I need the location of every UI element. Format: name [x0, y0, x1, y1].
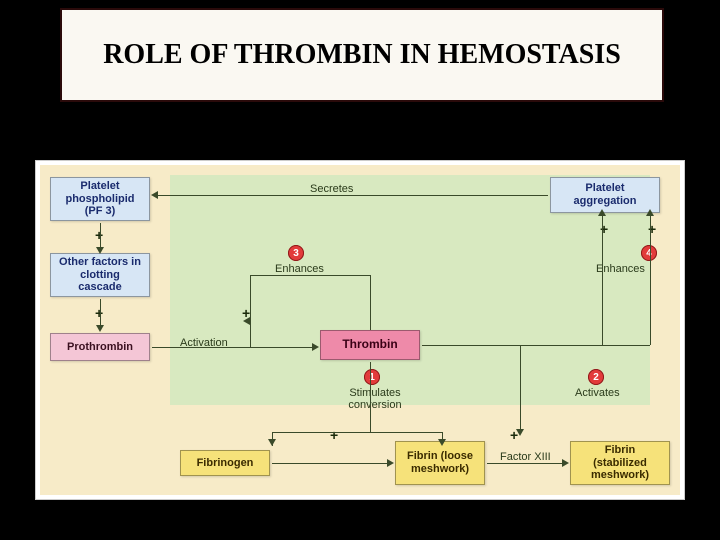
label-stimulates: Stimulates conversion — [340, 387, 410, 411]
badge-2: 2 — [588, 369, 604, 385]
arr-stim-v — [370, 362, 371, 432]
node-fibrinogen: Fibrinogen — [180, 450, 270, 476]
arr-stim-hR-v — [442, 432, 443, 442]
arr-fibrinogen-h — [387, 459, 394, 467]
arr-enh3-to-thrombin — [320, 275, 370, 276]
node-fibrin-loose: Fibrin (loose meshwork) — [395, 441, 485, 485]
label-secretes: Secretes — [310, 183, 353, 195]
arr-enh3-to-thrombin-v — [370, 275, 371, 330]
node-fibrin-stable: Fibrin (stabilized meshwork) — [570, 441, 670, 485]
arr-enh4-head — [598, 209, 606, 216]
label-enhances-4: Enhances — [596, 263, 645, 275]
arr-act2-head — [516, 429, 524, 436]
arr-factor13 — [487, 463, 562, 464]
arr-cascade-1h — [96, 247, 104, 254]
arr-factor13-h — [562, 459, 569, 467]
page-title: ROLE OF THROMBIN IN HEMOSTASIS — [60, 8, 664, 102]
arr-enh4-head2 — [646, 209, 654, 216]
arr-stim-hL-v — [272, 432, 273, 446]
arr-activation-h — [312, 343, 319, 351]
badge-4: 4 — [641, 245, 657, 261]
title-text: ROLE OF THROMBIN IN HEMOSTASIS — [103, 39, 621, 71]
arr-act2-v — [520, 345, 521, 433]
node-thrombin: Thrombin — [320, 330, 420, 360]
arr-stim-h — [272, 432, 442, 433]
node-pf3: Platelet phospholipid (PF 3) — [50, 177, 150, 221]
arr-enh3-h — [250, 275, 320, 276]
arr-enh4-v — [602, 215, 603, 345]
arr-activation — [152, 347, 312, 348]
thrombin-diagram: Platelet phospholipid (PF 3) Other facto… — [40, 165, 680, 495]
label-factor-xiii: Factor XIII — [500, 451, 551, 463]
badge-1: 1 — [364, 369, 380, 385]
arr-fibrinogen — [272, 463, 387, 464]
node-prothrombin: Prothrombin — [50, 333, 150, 361]
arr-secretes-head — [151, 191, 158, 199]
arr-act2-h — [422, 345, 520, 346]
arr-enh3-v — [250, 275, 251, 347]
node-aggregation: Platelet aggregation — [550, 177, 660, 213]
arr-secretes-line — [158, 195, 548, 196]
label-enhances-3: Enhances — [275, 263, 324, 275]
plus-6: + — [330, 427, 338, 443]
arr-enh4-h2 — [602, 345, 650, 346]
node-other-factors: Other factors in clotting cascade — [50, 253, 150, 297]
arr-enh3-head — [243, 317, 250, 325]
arr-cascade-2h — [96, 325, 104, 332]
label-activates: Activates — [575, 387, 620, 399]
arr-enh4-v2 — [650, 215, 651, 345]
badge-3: 3 — [288, 245, 304, 261]
